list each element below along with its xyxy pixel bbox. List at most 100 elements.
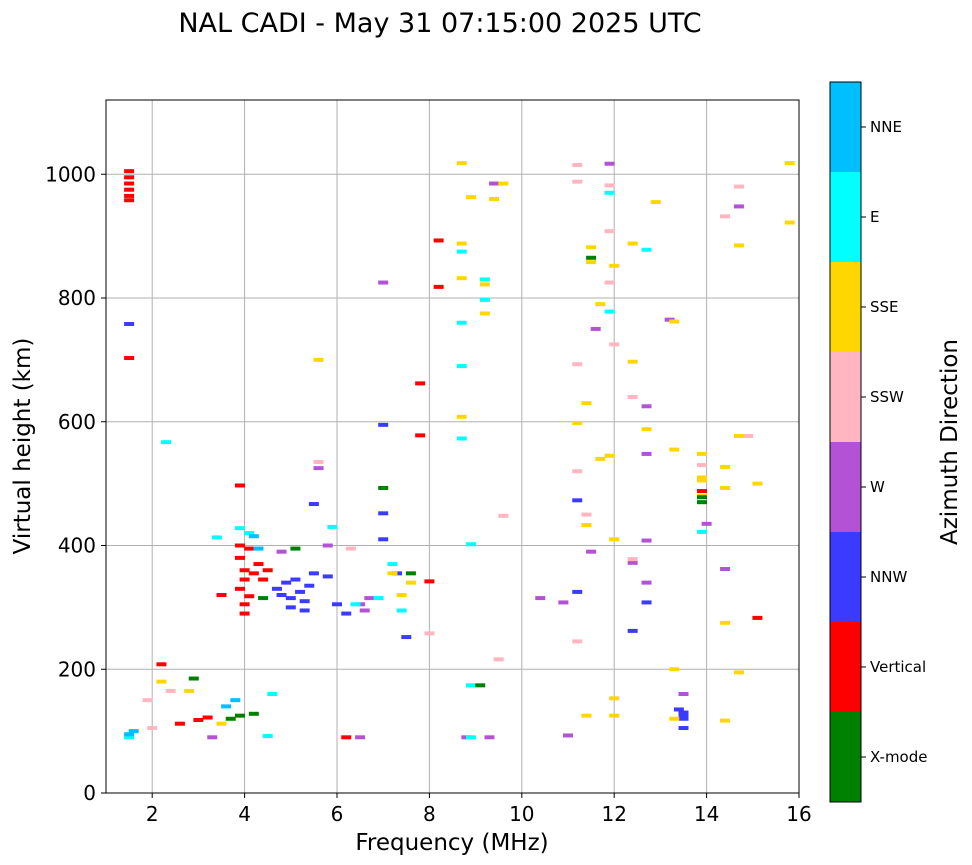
echo-point-sse: [609, 263, 620, 268]
echo-point-x-mode: [234, 713, 245, 718]
echo-point-ssw: [572, 639, 583, 644]
echo-point-nnw: [332, 602, 342, 607]
echo-point-w: [364, 596, 375, 601]
colorbar: X-mode Vertical NNW W SSW SSE E NNE: [829, 81, 927, 803]
echo-point-vertical: [174, 721, 185, 726]
echo-point-nnw: [341, 611, 352, 616]
echo-point-e: [161, 440, 172, 445]
echo-point-nnw: [572, 589, 583, 594]
colorbar-swatch: [830, 262, 861, 352]
echo-point-w: [484, 735, 495, 740]
echo-point-sse: [396, 593, 407, 597]
echo-point-e: [350, 602, 361, 607]
echo-point-sse: [784, 161, 795, 166]
echo-point-sse: [216, 721, 227, 726]
echo-point-sse: [456, 414, 467, 419]
echo-point-ssw: [493, 657, 504, 662]
echo-point-sse: [733, 243, 744, 248]
echo-point-ssw: [313, 459, 324, 464]
echo-point-sse: [609, 713, 620, 718]
colorbar-category-label: SSE: [870, 298, 899, 316]
echo-point-nnw: [673, 707, 684, 712]
colorbar-category-label: Vertical: [870, 658, 926, 676]
echo-point-vertical: [696, 489, 707, 494]
echo-point-sse: [313, 357, 324, 362]
echo-point-vertical: [124, 193, 135, 198]
echo-point-vertical: [239, 602, 250, 607]
x-axis-label: Frequency (MHz): [355, 830, 548, 856]
echo-point-sse: [586, 245, 597, 250]
echo-point-nnw: [299, 599, 310, 604]
echo-point-x-mode: [225, 716, 236, 721]
echo-point-ssw: [696, 463, 707, 468]
colorbar-swatch: [830, 622, 861, 712]
echo-point-w: [359, 608, 370, 613]
echo-point-ssw: [345, 546, 356, 551]
echo-point-vertical: [415, 433, 426, 438]
echo-point-vertical: [253, 562, 264, 567]
echo-point-vertical: [752, 615, 763, 620]
echo-point-nnw: [378, 511, 389, 516]
echo-point-nnw: [572, 498, 583, 503]
echo-point-w: [489, 181, 500, 186]
echo-point-e: [604, 309, 615, 314]
echo-point-ssw: [572, 162, 583, 167]
x-tick-label: 2: [146, 802, 159, 826]
echo-point-vertical: [234, 586, 245, 591]
echo-point-ssw: [572, 362, 583, 367]
echo-point-e: [396, 608, 407, 613]
echo-point-e: [456, 249, 467, 254]
echo-point-vertical: [234, 555, 245, 560]
echo-point-vertical: [193, 717, 204, 722]
echo-point-vertical: [124, 187, 135, 192]
echo-point-sse: [696, 451, 707, 456]
x-axis-ticks: 2 4 6 8 10 12 14 16: [146, 793, 812, 826]
y-tick-label: 800: [58, 286, 96, 310]
echo-point-sse: [752, 481, 763, 486]
echo-point-x-mode: [258, 596, 269, 601]
echo-point-sse: [498, 181, 509, 186]
echo-point-w: [322, 543, 333, 548]
echo-point-e: [327, 524, 338, 529]
echo-point-e: [244, 531, 255, 536]
echo-point-vertical: [258, 577, 269, 582]
echo-point-e: [465, 683, 476, 688]
echo-point-e: [387, 562, 398, 567]
echo-point-sse: [405, 580, 416, 585]
colorbar-category-label: NNE: [870, 118, 902, 136]
echo-point-vertical: [124, 169, 135, 174]
echo-point-nnw: [378, 537, 389, 542]
echo-point-vertical: [202, 715, 213, 720]
echo-point-vertical: [433, 284, 444, 289]
echo-point-ssw: [498, 513, 509, 518]
echo-point-x-mode: [188, 676, 199, 681]
chart-title: NAL CADI - May 31 07:15:00 2025 UTC: [178, 8, 701, 39]
colorbar-swatch: [830, 172, 861, 262]
y-tick-label: 600: [58, 410, 96, 434]
echo-point-sse: [489, 197, 500, 201]
y-tick-label: 400: [58, 534, 96, 558]
echo-point-ssw: [627, 395, 638, 399]
echo-point-sse: [456, 161, 467, 166]
echo-point-sse: [650, 200, 661, 205]
echo-point-nnw: [295, 589, 306, 594]
x-tick-label: 4: [238, 802, 251, 826]
echo-point-nnw: [627, 628, 638, 633]
colorbar-category-label: X-mode: [870, 748, 927, 766]
echo-point-sse: [669, 716, 680, 721]
echo-point-e: [479, 297, 490, 302]
echo-point-e: [456, 364, 467, 369]
echo-point-w: [627, 560, 638, 565]
echo-point-nnw: [285, 605, 296, 610]
colorbar-frame: [829, 81, 862, 803]
echo-point-sse: [595, 302, 606, 307]
echo-point-x-mode: [696, 500, 707, 505]
echo-point-e: [465, 542, 476, 547]
echo-point-x-mode: [378, 485, 389, 490]
echo-point-vertical: [234, 543, 245, 548]
echo-point-sse: [586, 260, 597, 265]
echo-point-w: [678, 692, 689, 696]
echo-point-vertical: [239, 611, 250, 616]
echo-point-sse: [696, 475, 707, 480]
